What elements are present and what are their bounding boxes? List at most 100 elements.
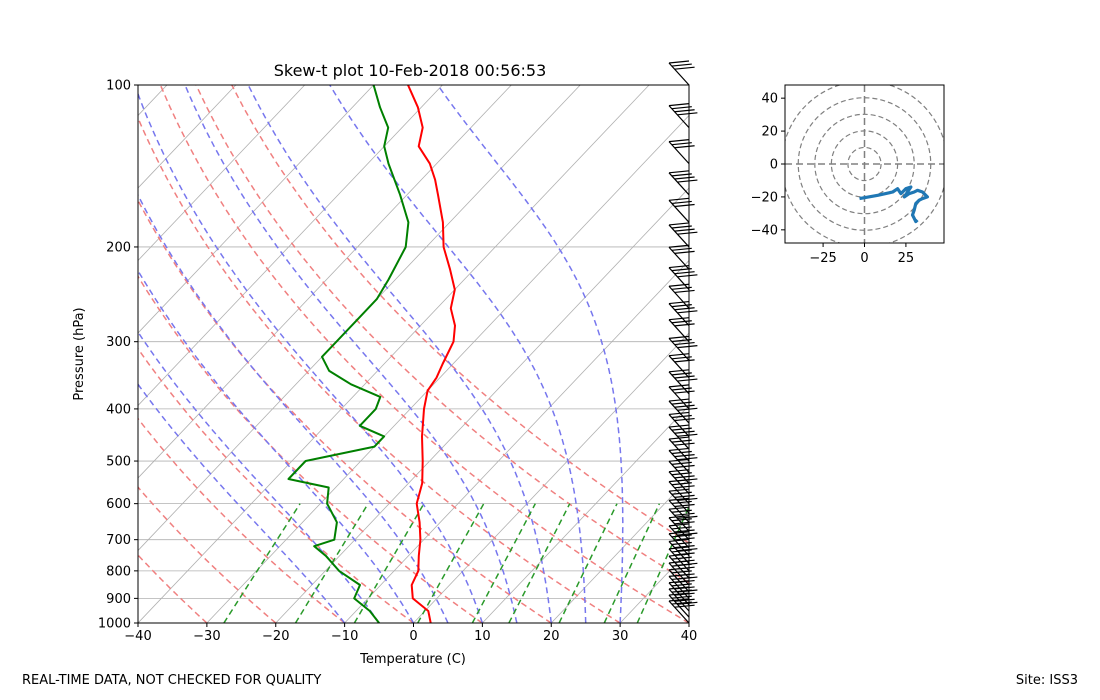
x-tick-label: 10 — [474, 629, 491, 644]
isotherm-gridline — [138, 85, 512, 479]
x-axis-label: Temperature (C) — [359, 652, 466, 667]
wind-barb-feather — [674, 579, 695, 584]
wind-barb-feather — [671, 414, 692, 419]
wind-barb — [668, 335, 698, 361]
wind-barb-staff — [668, 105, 690, 129]
hodograph-x-tick-label: 25 — [898, 251, 915, 266]
wind-barb-feather — [677, 478, 698, 482]
wind-barb-feather — [668, 353, 690, 357]
wind-barb-feather — [668, 497, 690, 501]
wind-barb-feather — [671, 142, 692, 146]
moist-adiabat — [138, 330, 380, 623]
wind-barb-feather — [671, 200, 692, 205]
wind-barb-feather — [671, 534, 692, 538]
wind-barb-feather — [671, 518, 692, 522]
wind-barb-feather — [668, 197, 690, 201]
wind-barb-feather — [668, 283, 690, 287]
hodograph-ticks: −25 0 25 −40 −20 0 20 40 — [751, 92, 915, 266]
wind-barb-feather — [668, 300, 690, 305]
dry-adiabat — [159, 85, 689, 623]
hodograph-y-tick-label: 40 — [761, 92, 778, 107]
wind-barb-feather — [674, 176, 695, 180]
dry-adiabat — [195, 85, 689, 584]
wind-barb-feather — [674, 323, 695, 327]
wind-barb-feather — [674, 537, 695, 541]
wind-barb — [668, 469, 698, 495]
dry-adiabat — [138, 417, 346, 623]
wind-barb-feather — [674, 545, 695, 549]
skew-t-panel: Skew-t plot 10-Feb-2018 00:56:53 −40 −30−… — [72, 61, 697, 667]
wind-barb-staff — [668, 471, 690, 495]
hodograph-x-tick-label: −25 — [809, 251, 836, 266]
wind-barb-feather — [671, 247, 692, 251]
wind-barb — [668, 531, 695, 557]
wind-barb-staff — [668, 303, 690, 326]
wind-barb-feather — [677, 562, 698, 566]
hodograph-y-tick-label: 0 — [770, 158, 778, 173]
wind-barb-staff — [668, 285, 690, 309]
chart-title: Skew-t plot 10-Feb-2018 00:56:53 — [274, 61, 547, 80]
mixing-ratio-line — [223, 503, 301, 623]
wind-barb-feather — [674, 375, 695, 379]
quality-disclaimer: REAL-TIME DATA, NOT CHECKED FOR QUALITY — [22, 673, 322, 688]
wind-barb — [668, 488, 698, 514]
wind-barb-staff — [668, 499, 690, 523]
wind-barb — [668, 103, 698, 129]
moist-adiabats — [138, 85, 624, 623]
hodograph-rings — [785, 85, 944, 243]
wind-barb-feather — [671, 509, 692, 513]
wind-barb-feather — [668, 139, 690, 143]
wind-barb-staff — [668, 582, 690, 606]
wind-barb-staff — [668, 548, 690, 572]
wind-barb-feather — [671, 225, 692, 229]
wind-barb — [668, 523, 698, 549]
isotherm-gridline — [275, 187, 689, 623]
isotherm-gridline — [344, 259, 689, 623]
wind-barb-feather — [668, 531, 690, 535]
y-tick-label: 900 — [106, 592, 131, 607]
x-tick-label: 20 — [543, 629, 560, 644]
wind-barb-feather — [674, 417, 695, 422]
wind-barb — [668, 398, 698, 424]
profiles — [287, 85, 456, 623]
wind-barb-feather — [674, 464, 695, 469]
wind-barb-feather — [674, 559, 695, 563]
wind-barb-feather — [677, 231, 698, 235]
wind-barb-staff — [668, 490, 690, 514]
moist-adiabat — [437, 85, 624, 623]
dry-adiabat — [138, 198, 552, 623]
wind-barb-feather — [674, 404, 695, 408]
wind-barb-staff — [668, 426, 690, 450]
isotherm-gridline — [619, 549, 689, 623]
wind-barb-feather — [671, 286, 692, 290]
y-tick-label: 200 — [106, 240, 131, 255]
wind-barb — [668, 222, 698, 248]
wind-barb-feather — [668, 538, 690, 543]
temperature-profile — [407, 85, 456, 623]
wind-barb — [668, 506, 698, 532]
hodograph-line — [859, 185, 930, 224]
wind-barb-feather — [668, 458, 690, 462]
wind-barb-staff — [668, 141, 690, 165]
wind-barb-feather — [677, 179, 698, 183]
wind-barb — [668, 197, 695, 223]
isotherm-gridline — [550, 477, 689, 623]
wind-barb — [668, 538, 698, 564]
wind-barb-feather — [674, 109, 695, 113]
wind-barb-feather — [677, 378, 698, 382]
wind-barb — [668, 170, 698, 196]
wind-barb-staff — [668, 575, 690, 599]
skew-t-plot-area — [138, 85, 689, 623]
wind-barb-staff — [668, 525, 690, 549]
y-tick-label: 1000 — [98, 617, 131, 632]
wind-barb-feather — [674, 512, 695, 516]
wind-barb-feather — [671, 401, 692, 405]
wind-barb-feather — [674, 203, 695, 208]
wind-barb-feather — [671, 304, 692, 308]
wind-barb-feather — [674, 341, 695, 346]
dry-adiabat — [231, 85, 689, 544]
wind-barb — [668, 317, 695, 343]
wind-barb-feather — [677, 345, 698, 349]
wind-barb-feather — [671, 556, 692, 560]
hodograph-plot-area — [785, 85, 944, 243]
